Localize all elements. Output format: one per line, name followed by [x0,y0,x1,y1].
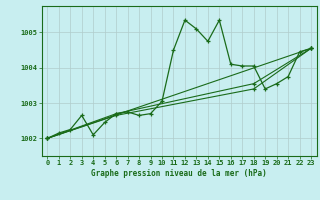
X-axis label: Graphe pression niveau de la mer (hPa): Graphe pression niveau de la mer (hPa) [91,169,267,178]
